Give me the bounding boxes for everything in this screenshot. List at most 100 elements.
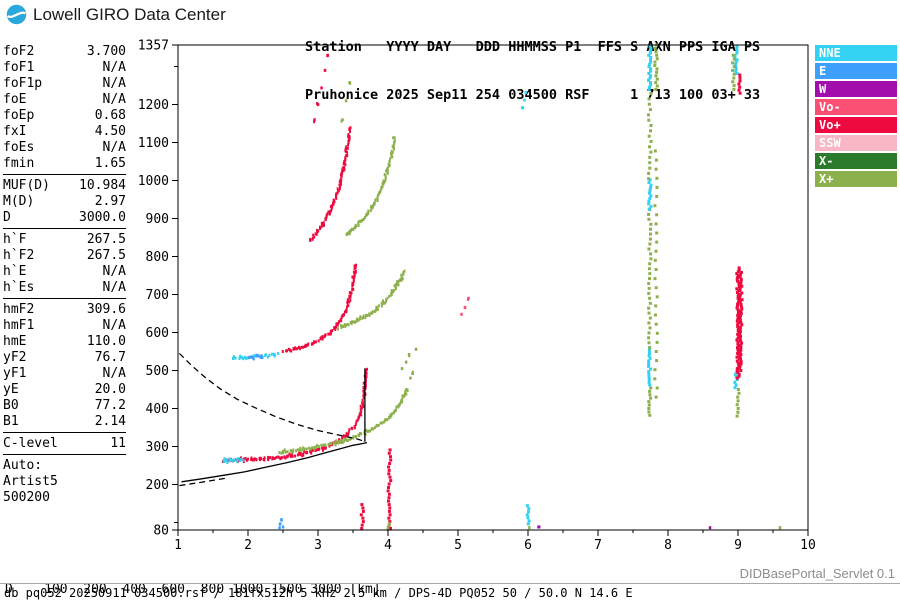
param-label: foEp (3, 108, 35, 123)
status-bar: db pq052 20250911 034500.rsf / 181fx512h… (0, 583, 900, 600)
column-7.83 (653, 149, 659, 399)
param-value: 2.97 (94, 194, 126, 209)
param-value: 77.2 (94, 398, 126, 413)
axes: 8020030040050060070080090010001100120013… (138, 39, 816, 554)
trace-nne-high (521, 91, 528, 110)
axis-tick-label: 4 (384, 538, 392, 553)
param-row-d: D 3000.0 (3, 210, 126, 226)
axis-tick-label: 900 (146, 212, 169, 227)
column-9.02 (737, 73, 742, 95)
column-4.02 (386, 448, 393, 530)
auto-scaler-info: Auto: Artist5 500200 (3, 458, 126, 506)
trace-1hop-O (221, 367, 368, 464)
param-group: foF2 3.700 foF1 N/A foF1p N/A foE N/A foEp 0.68 fx… (3, 44, 126, 175)
param-label: hmF2 (3, 302, 35, 317)
axis-tick-label: 600 (146, 326, 169, 341)
param-label: hmF1 (3, 318, 35, 333)
column-8.97 (733, 44, 739, 75)
param-label: fmin (3, 156, 35, 171)
column-7.74 (647, 44, 653, 91)
axis-tick-label: 3 (314, 538, 322, 553)
station-header-columns: Station YYYY DAY DDD HHMMSS P1 FFS S AXN… (305, 39, 761, 55)
param-row-hmf1: hmF1 N/A (3, 318, 126, 334)
param-group: hmF2 309.6 hmF1 N/A hmE 110.0 yF2 76.7 yF1 N/A yE 2… (3, 302, 126, 433)
axis-tick-label: 1 (174, 538, 182, 553)
trace-1hop-O-start-nne (222, 457, 245, 464)
param-value: N/A (102, 264, 126, 279)
axis-tick-label: 800 (146, 250, 169, 265)
param-label: D (3, 210, 11, 225)
param-value: 0.68 (94, 108, 126, 123)
trace-4hop-O (313, 53, 330, 124)
param-value: 10.984 (79, 178, 126, 193)
trace-3hop-X (345, 136, 396, 237)
legend-item-w: W (815, 81, 897, 97)
station-header-values: Pruhonice 2025 Sep11 254 034500 RSF 1 71… (305, 87, 761, 103)
param-row-fmin: fmin 1.65 (3, 156, 126, 172)
column-3.63 (359, 503, 365, 530)
param-group: MUF(D) 10.984 M(D) 2.97 D 3000.0 (3, 178, 126, 229)
giro-logo-icon[interactable] (6, 4, 27, 25)
param-row-b0: B0 77.2 (3, 398, 126, 414)
legend-item-ssw: SSW (815, 135, 897, 151)
param-value: 76.7 (94, 350, 126, 365)
d-distances-line: D 100 200 400 600 800 1000 1500 3000 [km… (5, 582, 381, 597)
param-label: h`F (3, 232, 27, 247)
trace-3hop-O (309, 126, 352, 242)
dmuf-table: D 100 200 400 600 800 1000 1500 3000 [km… (5, 552, 389, 600)
interference-columns (359, 43, 744, 530)
param-row-hf: h`F 267.5 (3, 232, 126, 248)
param-row-ye: yE 20.0 (3, 382, 126, 398)
param-row-b1: B1 2.14 (3, 414, 126, 430)
param-panel: foF2 3.700 foF1 N/A foF1p N/A foE N/A foEp 0.68 fx… (3, 44, 126, 506)
axis-tick-label: 1100 (138, 136, 169, 151)
param-value: N/A (102, 92, 126, 107)
param-label: M(D) (3, 194, 35, 209)
profile-curves (178, 352, 368, 487)
param-label: h`F2 (3, 248, 35, 263)
legend-item-vo-: Vo- (815, 99, 897, 115)
column-7.74 (647, 178, 653, 211)
param-value: N/A (102, 366, 126, 381)
param-value: 3000.0 (79, 210, 126, 225)
axis-tick-label: 80 (153, 524, 169, 539)
param-row-fxi: fxI 4.50 (3, 124, 126, 140)
param-group: C-level 11 (3, 436, 126, 455)
axis-tick-label: 6 (524, 538, 532, 553)
param-value: 11 (110, 436, 126, 451)
param-value: 267.5 (86, 248, 126, 263)
param-value: N/A (102, 140, 126, 155)
param-row-fof1: foF1 N/A (3, 60, 126, 76)
trace-1hop-X (278, 388, 409, 455)
param-label: MUF(D) (3, 178, 50, 193)
param-label: h`E (3, 264, 27, 279)
param-label: foE (3, 92, 27, 107)
param-value: 2.14 (94, 414, 126, 429)
param-label: C-level (3, 436, 58, 451)
param-value: N/A (102, 60, 126, 75)
brand-title: Lowell GIRO Data Center (33, 4, 226, 24)
param-value: 20.0 (94, 382, 126, 397)
axis-tick-label: 500 (146, 364, 169, 379)
axis-tick-label: 7 (594, 538, 602, 553)
param-label: yF2 (3, 350, 27, 365)
param-row-hf2: h`F2 267.5 (3, 248, 126, 264)
column-9 (735, 388, 741, 418)
axis-tick-label: 9 (734, 538, 742, 553)
legend-item-x+: X+ (815, 171, 897, 187)
legend-item-x-: X- (815, 153, 897, 169)
profile-topside-model (178, 352, 366, 443)
trace-2hop-X (337, 269, 406, 331)
param-row-fof2: foF2 3.700 (3, 44, 126, 60)
axis-tick-label: 5 (454, 538, 462, 553)
param-label: foF2 (3, 44, 35, 59)
legend: NNE E W Vo- Vo+ SSW X- X+ (815, 45, 897, 189)
auto-scaler-line: 500200 (3, 490, 50, 505)
trace-rfi-e-low (278, 518, 285, 530)
param-row-hes: h`Es N/A (3, 280, 126, 296)
param-value: 1.65 (94, 156, 126, 171)
param-row-foep: foEp 0.68 (3, 108, 126, 124)
true-height-profile (181, 441, 368, 483)
